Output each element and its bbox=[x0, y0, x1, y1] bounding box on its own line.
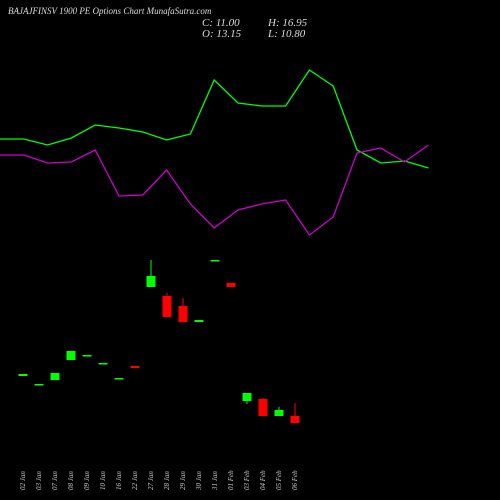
candle-body bbox=[34, 384, 44, 386]
x-tick-label: 03 Jan bbox=[35, 471, 43, 490]
x-tick-label: 02 Jan bbox=[19, 471, 27, 490]
x-tick-label: 03 Feb bbox=[243, 470, 251, 490]
candle-body bbox=[226, 283, 236, 287]
x-tick-label: 27 Jan bbox=[147, 471, 155, 490]
close-label: C: 11.00 bbox=[202, 17, 240, 29]
x-tick-label: 28 Jan bbox=[163, 471, 171, 490]
candle-body bbox=[114, 378, 124, 380]
candle-body bbox=[242, 393, 252, 401]
candle-body bbox=[194, 320, 204, 322]
x-tick-label: 08 Jan bbox=[67, 471, 75, 490]
candle-body bbox=[258, 399, 268, 416]
x-tick-label: 22 Jan bbox=[131, 471, 139, 490]
candle-body bbox=[290, 415, 300, 423]
x-tick-label: 10 Jan bbox=[99, 471, 107, 490]
x-tick-label: 09 Jan bbox=[83, 471, 91, 490]
indicator-line bbox=[0, 144, 429, 236]
x-tick-label: 30 Jan bbox=[195, 471, 203, 491]
open-label: O: 13.15 bbox=[202, 28, 242, 40]
x-tick-label: 07 Jan bbox=[51, 471, 59, 490]
candle-body bbox=[66, 351, 76, 360]
x-tick-label: 29 Jan bbox=[179, 471, 187, 490]
x-tick-label: 31 Jan bbox=[211, 471, 219, 491]
candle-body bbox=[18, 374, 28, 376]
x-tick-label: 06 Feb bbox=[291, 470, 299, 490]
x-tick-label: 04 Feb bbox=[259, 470, 267, 490]
candle-body bbox=[130, 366, 140, 368]
x-tick-label: 01 Feb bbox=[227, 470, 235, 490]
high-label: H: 16.95 bbox=[267, 17, 308, 29]
candle-body bbox=[178, 306, 188, 322]
candle-body bbox=[162, 296, 172, 317]
candle-body bbox=[50, 373, 60, 380]
chart-title: BAJAJFINSV 1900 PE Options Chart MunafaS… bbox=[8, 6, 212, 16]
indicator-line bbox=[0, 69, 429, 169]
x-tick-label: 16 Jan bbox=[115, 471, 123, 490]
candle-body bbox=[82, 355, 92, 357]
candle-body bbox=[98, 363, 108, 365]
x-tick-label: 05 Feb bbox=[275, 470, 283, 490]
candle-body bbox=[274, 410, 284, 416]
candle-body bbox=[146, 276, 156, 287]
low-label: L: 10.80 bbox=[267, 28, 306, 40]
candle-body bbox=[210, 260, 220, 262]
